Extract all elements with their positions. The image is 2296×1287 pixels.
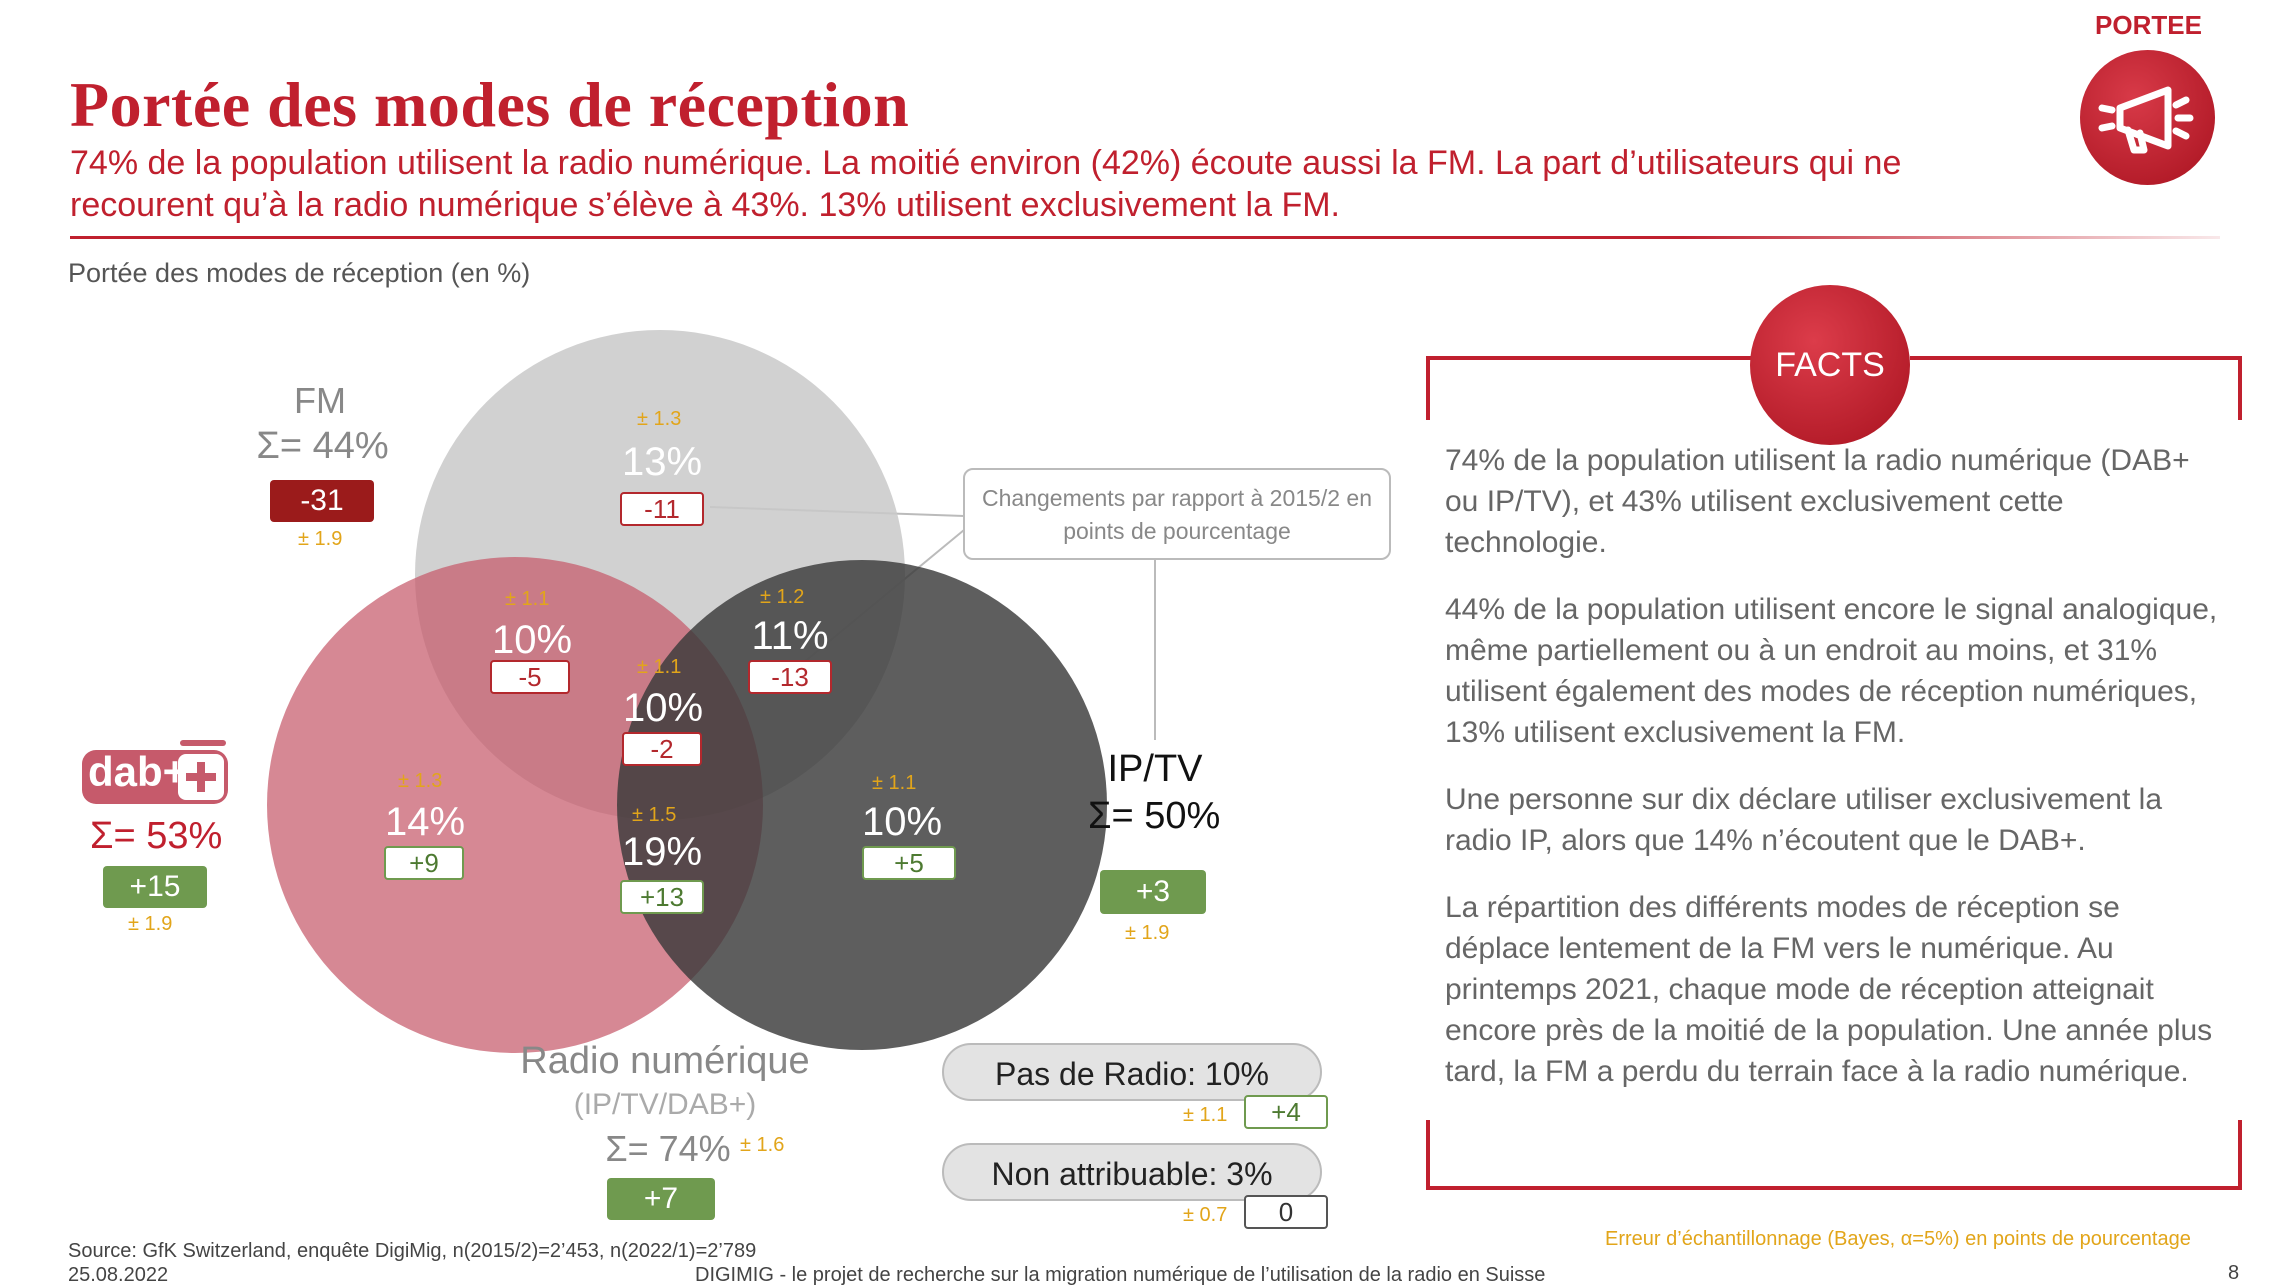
dab-total: Σ= 53% [90,815,223,857]
footer-project: DIGIMIG - le projet de recherche sur la … [695,1264,1546,1286]
union-sublabel: (IP/TV/DAB+) [573,1088,757,1121]
facts-paragraph: 74% de la population utilisent la radio … [1445,444,2190,559]
megaphone-icon [2098,86,2194,154]
unattributable-change: 0 [1244,1195,1328,1229]
region-dab-only-error: ± 1.3 [398,770,443,792]
region-all-value: 10% [622,686,704,730]
region-dab-ip-error: ± 1.5 [632,804,677,826]
region-fm-ip-error: ± 1.2 [760,586,805,608]
region-fm-ip-change: -13 [748,660,832,694]
fm-total: Σ= 44% [256,425,389,467]
error-note: Erreur d’échantillonnage (Bayes, α=5%) e… [1605,1228,2191,1250]
page-title: Portée des modes de réception [70,69,910,140]
region-ip-only-error: ± 1.1 [872,772,917,794]
iptv-label: IP/TV [1107,748,1203,790]
section-badge [2080,50,2215,185]
no-radio-error: ± 1.1 [1183,1104,1228,1126]
facts-frame [1426,356,2242,1190]
facts-badge: FACTS [1750,285,1910,445]
section-label: PORTEE [2095,10,2202,40]
region-all-change: -2 [622,732,702,766]
iptv-total: Σ= 50% [1088,795,1221,837]
region-fm-dab-error: ± 1.1 [505,588,550,610]
region-fm-only-error: ± 1.3 [637,408,682,430]
facts-text: 74% de la population utilisent la radio … [1445,440,2220,1118]
region-dab-ip-change: +13 [620,880,704,914]
region-fm-dab-value: 10% [491,618,573,662]
venn-diagram [267,330,1156,1053]
facts-paragraph: 44% de la population utilisent encore le… [1445,593,2218,749]
union-error: ± 1.6 [740,1134,785,1156]
footer-date: 25.08.2022 [68,1264,169,1286]
dab-error: ± 1.9 [128,913,173,935]
union-change-badge: +7 [607,1178,715,1220]
facts-paragraph: Une personne sur dix déclare utiliser ex… [1445,783,2163,857]
region-ip-only-change: +5 [862,846,956,880]
region-dab-only-value: 14% [384,800,466,844]
chart-caption: Portée des modes de réception (en %) [68,258,531,288]
region-fm-ip-value: 11% [751,614,829,658]
venn-circle-dab [267,557,763,1053]
union-total: Σ= 74% [605,1128,731,1169]
region-fm-only-change: -11 [620,492,704,526]
facts-paragraph: La répartition des différents modes de r… [1445,891,2213,1088]
region-dab-only-change: +9 [384,846,464,880]
dab-logo: dab+ [80,738,230,806]
region-dab-ip-value: 19% [621,830,703,874]
fm-label: FM [294,380,346,421]
dab-logo-icon [82,740,228,804]
page-subtitle: 74% de la population utilisent la radio … [70,144,1902,224]
no-radio-change: +4 [1244,1095,1328,1129]
unattributable-pill: Non attribuable: 3% [942,1143,1322,1201]
region-fm-dab-change: -5 [490,660,570,694]
dab-change-badge: +15 [103,866,207,908]
fm-change-badge: -31 [270,480,374,522]
no-radio-pill: Pas de Radio: 10% [942,1043,1322,1101]
iptv-error: ± 1.9 [1125,922,1170,944]
footer-page-number: 8 [2228,1262,2240,1284]
venn-circle-iptv [617,560,1107,1050]
dab-logo-text: dab+ [88,748,188,795]
region-all-error: ± 1.1 [637,656,682,678]
unattributable-error: ± 0.7 [1183,1204,1228,1226]
fm-error: ± 1.9 [298,528,343,550]
region-fm-only-value: 13% [621,440,703,484]
footer-source: Source: GfK Switzerland, enquête DigiMig… [68,1240,757,1262]
region-ip-only-value: 10% [861,800,943,844]
iptv-change-badge: +3 [1100,870,1206,914]
title-divider [70,236,2220,239]
change-callout: Changements par rapport à 2015/2 en poin… [963,468,1391,560]
union-label: Radio numérique [520,1040,810,1082]
